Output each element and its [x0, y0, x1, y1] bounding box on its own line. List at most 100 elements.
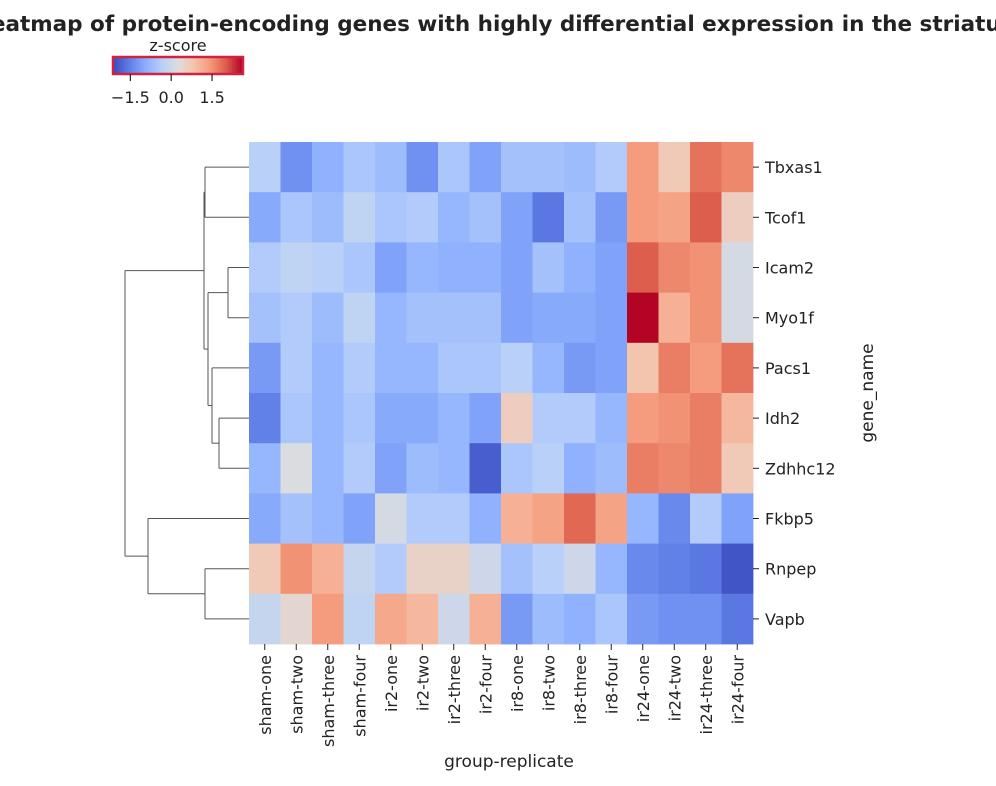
- heatmap-cell: [249, 242, 281, 293]
- heatmap-cell: [469, 443, 502, 494]
- colorbar-segment: [122, 58, 125, 73]
- colorbar-segment: [208, 58, 211, 73]
- heatmap-cell: [469, 142, 502, 193]
- heatmap-cell: [280, 593, 313, 645]
- colorbar-segment: [146, 58, 149, 73]
- heatmap-cell: [501, 342, 533, 394]
- heatmap-cell: [406, 242, 439, 293]
- heatmap-cell: [280, 493, 313, 544]
- colorbar-segment: [168, 58, 171, 73]
- colorbar-segment: [232, 58, 235, 73]
- colorbar-segment: [128, 58, 131, 73]
- heatmap-cell: [721, 443, 754, 494]
- row-label: Icam2: [765, 259, 814, 278]
- heatmap-cell: [532, 593, 565, 645]
- colorbar-segment: [188, 58, 191, 73]
- heatmap-cell: [501, 292, 533, 344]
- colorbar-segment: [234, 58, 237, 73]
- heatmap-cell: [564, 493, 596, 544]
- heatmap-cell: [375, 292, 407, 344]
- heatmap-cell: [595, 493, 628, 544]
- heatmap-cell: [406, 292, 439, 344]
- heatmap-cell: [438, 292, 470, 344]
- heatmap-cell: [406, 543, 439, 595]
- colorbar-segment: [238, 58, 241, 73]
- colorbar-segment: [194, 58, 197, 73]
- heatmap-cell: [280, 443, 313, 494]
- heatmap-cell: [375, 342, 407, 394]
- heatmap-cell: [501, 242, 533, 293]
- colorbar-tick-label: 1.5: [199, 88, 224, 107]
- column-label: ir8-two: [539, 655, 558, 711]
- heatmap-cell: [690, 192, 722, 243]
- heatmap-cell: [343, 292, 376, 344]
- y-axis-label: gene_name: [858, 343, 878, 442]
- heatmap-cell: [690, 242, 722, 293]
- heatmap-cell: [658, 342, 691, 394]
- heatmap-cell: [438, 493, 470, 544]
- colorbar-segment: [166, 58, 169, 73]
- colorbar-segment: [206, 58, 209, 73]
- colorbar-gradient: [114, 58, 243, 73]
- row-label: Vapb: [765, 610, 805, 629]
- heatmap-cell: [469, 242, 502, 293]
- heatmap-cell: [438, 443, 470, 494]
- row-tick-labels: Tbxas1 Tcof1 Icam2 Myo1f Pacs1 Idh2 Zdhhc12 Fkb…: [753, 158, 836, 629]
- heatmap-cell: [469, 393, 502, 444]
- colorbar-segment: [220, 58, 223, 73]
- heatmap-cell: [438, 543, 470, 595]
- colorbar-segment: [176, 58, 179, 73]
- heatmap-cell: [658, 393, 691, 444]
- heatmap-cell: [532, 443, 565, 494]
- heatmap-cell: [280, 342, 313, 394]
- heatmap-cell: [280, 543, 313, 595]
- heatmap-cell: [658, 443, 691, 494]
- heatmap-cell: [343, 242, 376, 293]
- colorbar-segment: [170, 58, 173, 73]
- heatmap-cell: [595, 393, 628, 444]
- colorbar-segment: [118, 58, 121, 73]
- column-label: sham-one: [256, 655, 275, 735]
- heatmap-cell: [406, 393, 439, 444]
- colorbar-segment: [230, 58, 233, 73]
- heatmap-cell: [532, 192, 565, 243]
- heatmap-cell: [343, 342, 376, 394]
- heatmap-cell: [469, 493, 502, 544]
- colorbar-segment: [222, 58, 225, 73]
- heatmap-cell: [721, 342, 754, 394]
- row-label: Pacs1: [765, 359, 811, 378]
- heatmap-cell: [343, 593, 376, 645]
- heatmap-cell: [658, 593, 691, 645]
- heatmap-cell: [312, 593, 344, 645]
- heatmap-cell: [312, 443, 344, 494]
- colorbar-segment: [198, 58, 201, 73]
- row-dendrogram: [124, 166, 249, 620]
- colorbar-segment: [150, 58, 153, 73]
- heatmap-cell: [312, 192, 344, 243]
- colorbar-segment: [174, 58, 177, 73]
- heatmap-cell: [690, 443, 722, 494]
- heatmap-cell: [406, 142, 439, 193]
- row-label: Tbxas1: [764, 158, 823, 177]
- colorbar-segment: [186, 58, 189, 73]
- heatmap-cell: [721, 393, 754, 444]
- heatmap-cell: [375, 242, 407, 293]
- colorbar-segment: [136, 58, 139, 73]
- heatmap-cell: [564, 292, 596, 344]
- heatmap-cell: [627, 242, 659, 293]
- heatmap-cell: [627, 493, 659, 544]
- colorbar-segment: [164, 58, 167, 73]
- heatmap-cell: [595, 543, 628, 595]
- heatmap-cell: [721, 593, 754, 645]
- heatmap-cell: [564, 142, 596, 193]
- colorbar-segment: [172, 58, 175, 73]
- heatmap-cell: [312, 493, 344, 544]
- heatmap-cell: [564, 242, 596, 293]
- heatmap-cell: [438, 142, 470, 193]
- colorbar-segment: [210, 58, 213, 73]
- colorbar-segment: [214, 58, 217, 73]
- colorbar-segment: [114, 58, 117, 73]
- heatmap-cell: [249, 142, 281, 193]
- heatmap-cell: [627, 543, 659, 595]
- heatmap-cell: [406, 443, 439, 494]
